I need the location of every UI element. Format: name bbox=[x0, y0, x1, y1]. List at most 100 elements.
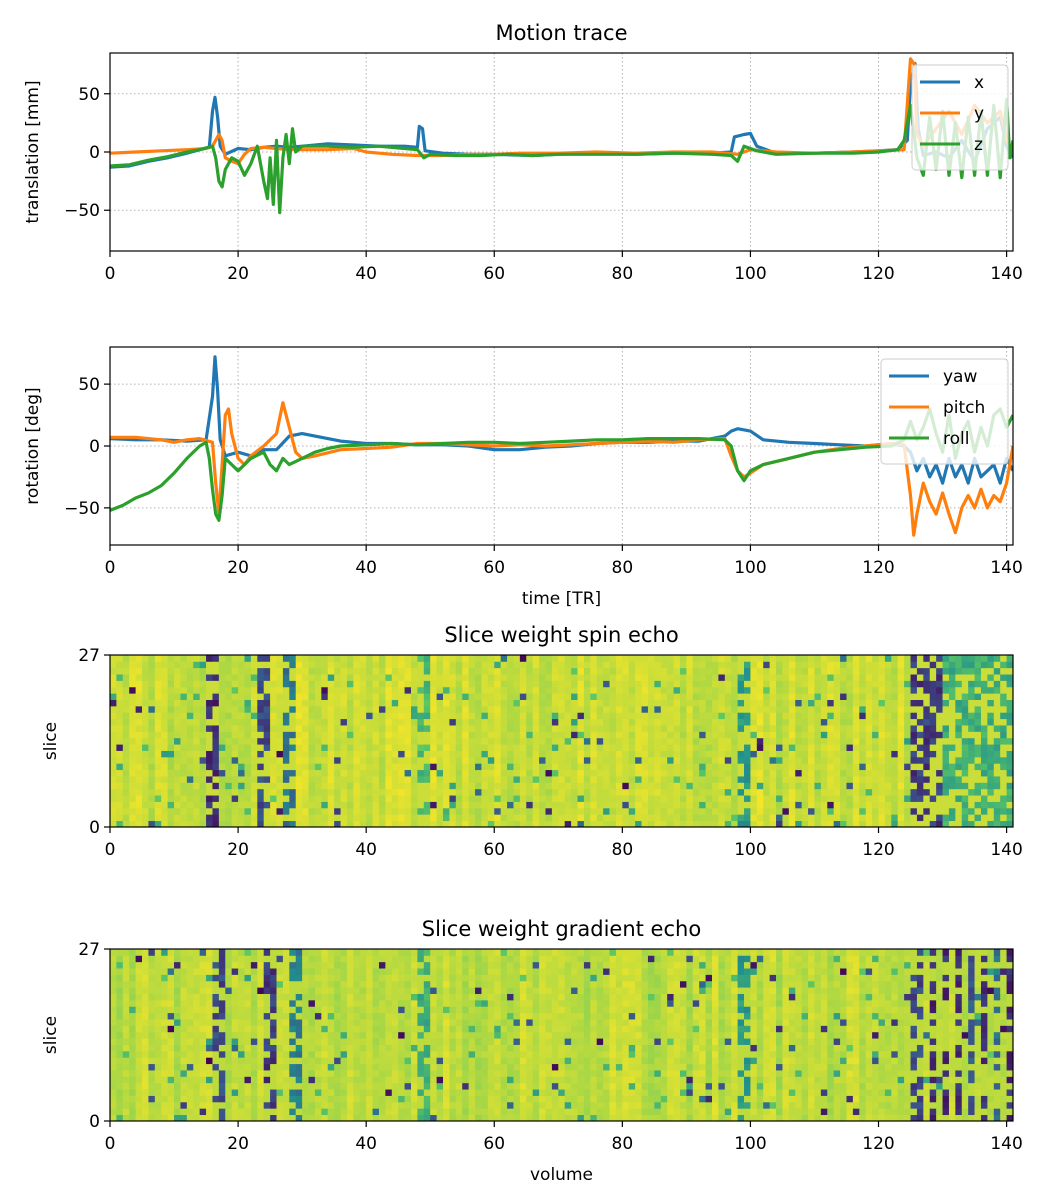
heatmap-cell bbox=[372, 801, 380, 809]
heatmap-cell bbox=[353, 1063, 361, 1071]
heatmap-cell bbox=[667, 744, 674, 751]
heatmap-cell bbox=[852, 756, 860, 764]
heatmap-cell bbox=[462, 674, 470, 681]
heatmap-cell bbox=[532, 661, 540, 669]
heatmap-cell bbox=[481, 795, 489, 802]
heatmap-cell bbox=[583, 763, 591, 771]
heatmap-cell bbox=[174, 801, 181, 809]
heatmap-cell bbox=[225, 744, 233, 751]
heatmap-cell bbox=[564, 667, 572, 675]
heatmap-cell bbox=[904, 661, 911, 669]
heatmap-cell bbox=[257, 1095, 265, 1103]
heatmap-cell bbox=[359, 731, 367, 739]
heatmap-cell bbox=[481, 661, 489, 669]
heatmap-cell bbox=[378, 718, 386, 726]
heatmap-cell bbox=[833, 667, 841, 675]
heatmap-cell bbox=[705, 756, 713, 764]
heatmap-cell bbox=[212, 686, 220, 694]
heatmap-cell bbox=[974, 731, 982, 739]
heatmap-cell bbox=[468, 744, 476, 751]
heatmap-cell bbox=[282, 1095, 290, 1103]
heatmap-cell bbox=[744, 750, 751, 758]
heatmap-cell bbox=[615, 712, 623, 720]
heatmap-cell bbox=[980, 782, 988, 790]
heatmap-cell bbox=[628, 712, 636, 720]
heatmap-cell bbox=[763, 661, 771, 669]
heatmap-cell bbox=[148, 1025, 156, 1033]
heatmap-cell bbox=[302, 655, 309, 662]
heatmap-cell bbox=[603, 814, 610, 822]
heatmap-cell bbox=[679, 782, 687, 790]
heatmap-cell bbox=[443, 686, 450, 694]
heatmap-cell bbox=[263, 1101, 271, 1109]
heatmap-cell bbox=[737, 667, 745, 675]
heatmap-cell bbox=[276, 1095, 284, 1103]
heatmap-cell bbox=[231, 1076, 239, 1084]
heatmap-cell bbox=[846, 725, 854, 732]
heatmap-cell bbox=[519, 807, 527, 815]
heatmap-cell bbox=[282, 1063, 290, 1071]
heatmap-cell bbox=[936, 718, 943, 726]
heatmap-cell bbox=[110, 674, 117, 681]
heatmap-cell bbox=[340, 820, 348, 828]
heatmap-cell bbox=[199, 974, 207, 982]
heatmap-cell bbox=[423, 807, 431, 815]
heatmap-cell bbox=[218, 661, 226, 669]
heatmap-cell bbox=[763, 686, 771, 694]
heatmap-cell bbox=[302, 949, 309, 956]
heatmap-cell bbox=[628, 756, 636, 764]
heatmap-cell bbox=[833, 782, 841, 790]
heatmap-cell bbox=[647, 744, 655, 751]
heatmap-cell bbox=[430, 725, 438, 732]
heatmap-cell bbox=[372, 744, 380, 751]
heatmap-cell bbox=[174, 1108, 181, 1116]
heatmap-cell bbox=[340, 795, 348, 802]
heatmap-cell bbox=[590, 820, 598, 828]
heatmap-cell bbox=[186, 776, 194, 783]
heatmap-cell bbox=[404, 801, 412, 809]
heatmap-cell bbox=[449, 744, 457, 751]
heatmap-cell bbox=[250, 1050, 258, 1058]
heatmap-cell bbox=[142, 801, 149, 809]
heatmap-cell bbox=[494, 725, 502, 732]
heatmap-cell bbox=[539, 801, 546, 809]
heatmap-cell bbox=[936, 744, 943, 751]
heatmap-cell bbox=[539, 712, 546, 720]
heatmap-cell bbox=[948, 699, 956, 707]
heatmap-cell bbox=[212, 1095, 220, 1103]
heatmap-cell bbox=[250, 1082, 258, 1090]
heatmap-cell bbox=[705, 769, 713, 777]
heatmap-cell bbox=[878, 801, 886, 809]
heatmap-cell bbox=[923, 693, 931, 700]
heatmap-cell bbox=[513, 776, 521, 783]
heatmap-cell bbox=[334, 801, 341, 809]
heatmap-cell bbox=[174, 680, 181, 688]
heatmap-cell bbox=[942, 699, 950, 707]
heatmap-cell bbox=[257, 1082, 265, 1090]
heatmap-cell bbox=[167, 693, 175, 700]
heatmap-cell bbox=[500, 667, 508, 675]
heatmap-cell bbox=[193, 1031, 201, 1039]
heatmap-cell bbox=[282, 1070, 290, 1077]
heatmap-cell bbox=[289, 1095, 297, 1103]
heatmap-cell bbox=[289, 1070, 297, 1077]
heatmap-cell bbox=[302, 1114, 309, 1122]
heatmap-cell bbox=[462, 712, 470, 720]
heatmap-cell bbox=[122, 1050, 130, 1058]
heatmap-cell bbox=[948, 693, 956, 700]
heatmap-cell bbox=[154, 801, 162, 809]
heatmap-cell bbox=[468, 655, 476, 662]
heatmap-cell bbox=[154, 686, 162, 694]
heatmap-cell bbox=[628, 661, 636, 669]
heatmap-cell bbox=[916, 795, 924, 802]
heatmap-cell bbox=[135, 750, 143, 758]
heatmap-cell bbox=[571, 737, 578, 745]
heatmap-cell bbox=[193, 1044, 201, 1052]
heatmap-cell bbox=[231, 731, 239, 739]
heatmap-cell bbox=[238, 949, 245, 956]
heatmap-cell bbox=[948, 731, 956, 739]
heatmap-cell bbox=[814, 737, 822, 745]
heatmap-cell bbox=[161, 1089, 169, 1096]
heatmap-cell bbox=[551, 776, 559, 783]
heatmap-cell bbox=[910, 712, 918, 720]
